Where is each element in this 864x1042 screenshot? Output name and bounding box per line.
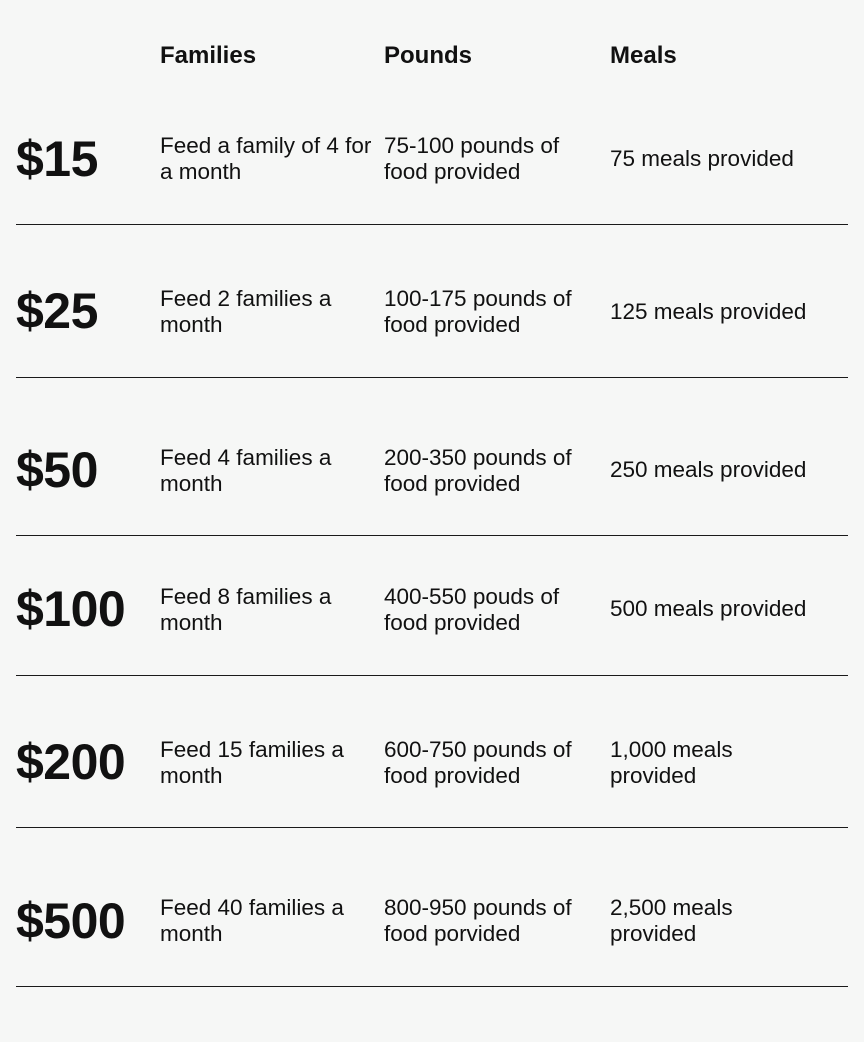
table-row: $15 Feed a family of 4 for a month 75-10… (16, 96, 848, 225)
header-pounds: Pounds (384, 42, 472, 69)
table-row: $200 Feed 15 families a month 600-750 po… (16, 676, 848, 828)
donation-amount: $15 (16, 131, 98, 187)
table-row: $50 Feed 4 families a month 200-350 poun… (16, 378, 848, 536)
donation-amount: $25 (16, 283, 98, 339)
meals-cell: 500 meals provided (610, 596, 807, 621)
table-row: $25 Feed 2 families a month 100-175 poun… (16, 225, 848, 378)
table-header: Families Pounds Meals (0, 38, 864, 74)
meals-cell: 1,000 meals provided (610, 737, 733, 788)
pounds-cell: 600-750 pounds of food provided (384, 737, 572, 788)
families-cell: Feed 4 families a month (160, 445, 332, 496)
families-cell: Feed 8 families a month (160, 584, 332, 635)
pounds-cell: 400-550 pouds of food provided (384, 584, 560, 635)
meals-cell: 250 meals provided (610, 457, 807, 482)
table-row: $500 Feed 40 families a month 800-950 po… (16, 828, 848, 987)
donation-amount: $500 (16, 893, 126, 949)
families-cell: Feed 2 families a month (160, 286, 332, 337)
pounds-cell: 800-950 pounds of food porvided (384, 895, 572, 946)
header-meals: Meals (610, 42, 677, 69)
meals-cell: 75 meals provided (610, 146, 794, 171)
pounds-cell: 75-100 pounds of food provided (384, 133, 560, 184)
families-cell: Feed 40 families a month (160, 895, 344, 946)
donation-amount: $50 (16, 442, 98, 498)
pounds-cell: 200-350 pounds of food provided (384, 445, 572, 496)
meals-cell: 2,500 meals provided (610, 895, 733, 946)
families-cell: Feed 15 families a month (160, 737, 344, 788)
table-row: $100 Feed 8 families a month 400-550 pou… (16, 536, 848, 676)
pounds-cell: 100-175 pounds of food provided (384, 286, 572, 337)
families-cell: Feed a family of 4 for a month (160, 133, 372, 184)
header-families: Families (160, 42, 257, 69)
meals-cell: 125 meals provided (610, 299, 807, 324)
donation-amount: $200 (16, 734, 126, 790)
donation-amount: $100 (16, 581, 126, 637)
